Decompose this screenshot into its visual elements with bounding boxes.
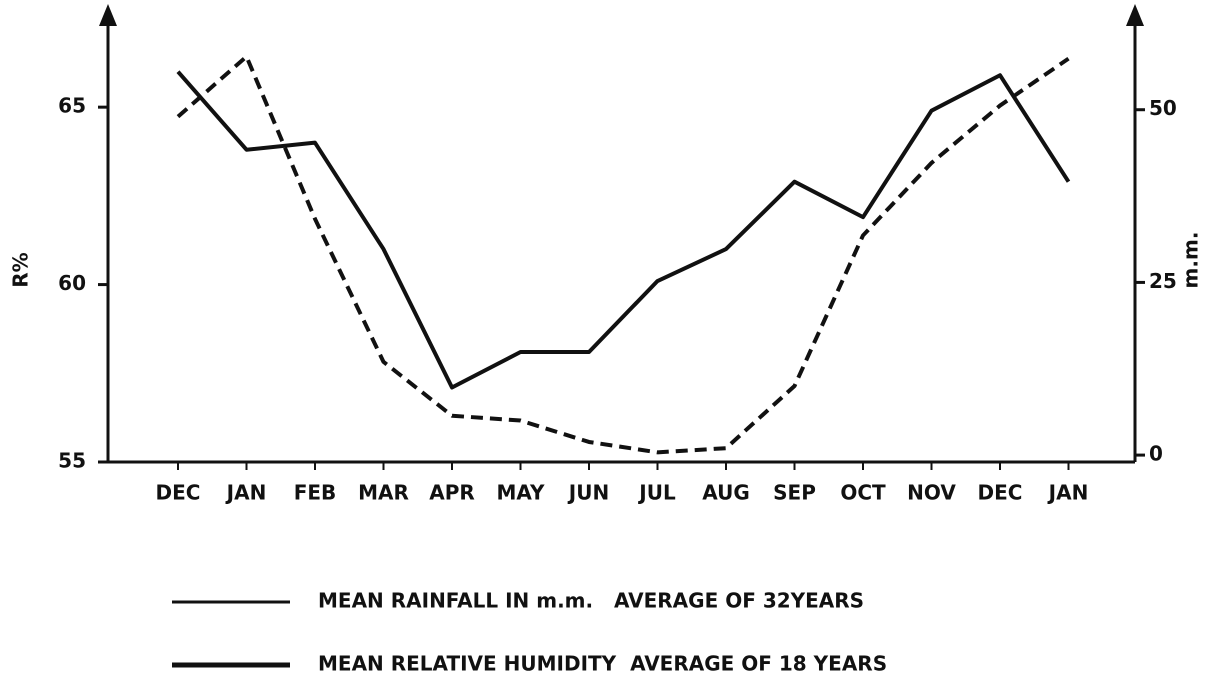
y-tick-label: 65 xyxy=(58,94,86,118)
x-tick-label: DEC xyxy=(978,481,1023,505)
legend-label: MEAN RELATIVE HUMIDITY AVERAGE OF 18 YEA… xyxy=(318,652,887,676)
y2-axis-label: m.m. xyxy=(1179,232,1203,289)
x-tick-label: MAY xyxy=(497,481,545,505)
x-tick-label: NOV xyxy=(907,481,956,505)
x-tick-label: MAR xyxy=(358,481,409,505)
legend-label: MEAN RAINFALL IN m.m. AVERAGE OF 32YEARS xyxy=(318,589,864,613)
x-tick-label: JUN xyxy=(567,481,609,505)
y-tick-label: 60 xyxy=(58,271,86,295)
x-tick-label: OCT xyxy=(840,481,886,505)
y2-tick-label: 50 xyxy=(1149,96,1177,120)
y2-axis-arrow xyxy=(1126,4,1144,26)
y-tick-label: 55 xyxy=(58,449,86,473)
axes xyxy=(106,22,1137,464)
x-tick-label: AUG xyxy=(702,481,750,505)
x-tick-label: FEB xyxy=(294,481,337,505)
series-line xyxy=(176,54,1070,455)
y2-tick-label: 25 xyxy=(1149,269,1177,293)
x-tick-label: SEP xyxy=(773,481,816,505)
x-tick-label: APR xyxy=(429,481,475,505)
x-tick-label: JUL xyxy=(637,481,676,505)
series-line xyxy=(176,70,1071,390)
y-axis-arrow xyxy=(99,4,117,26)
y-axis-label: R% xyxy=(9,252,33,287)
x-tick-label: JAN xyxy=(225,481,267,505)
x-tick-label: DEC xyxy=(156,481,201,505)
x-tick-label: JAN xyxy=(1047,481,1089,505)
y2-tick-label: 0 xyxy=(1149,442,1163,466)
